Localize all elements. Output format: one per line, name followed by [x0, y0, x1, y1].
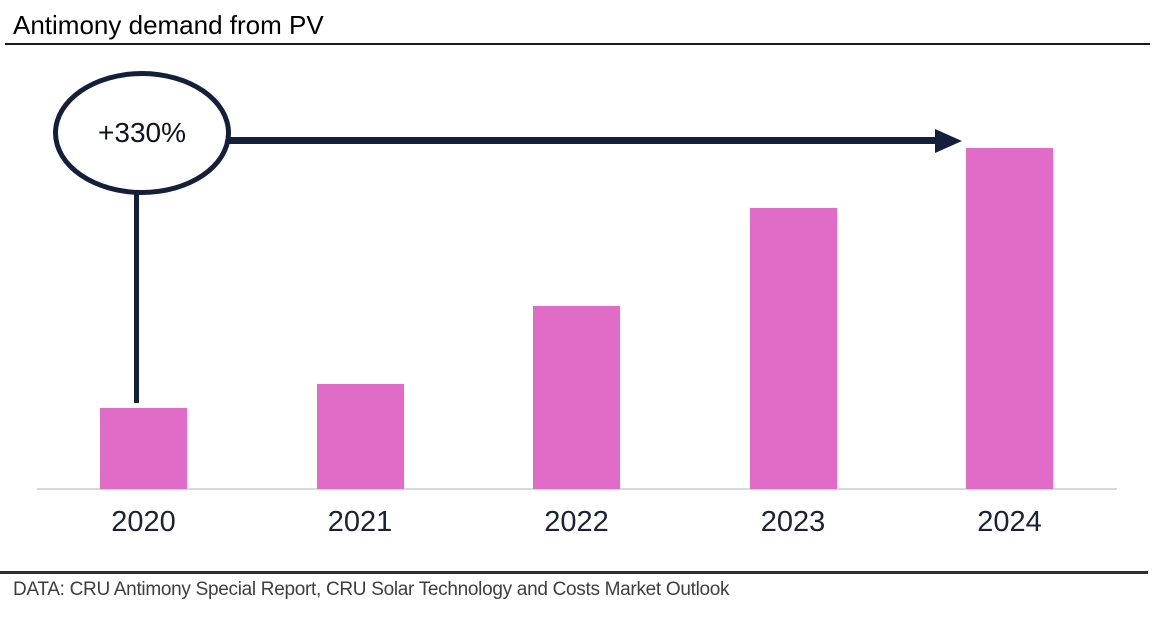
title-underline [5, 43, 1150, 45]
callout-ellipse: +330% [53, 71, 231, 195]
x-axis-line [37, 488, 1117, 490]
bar-2023 [749, 208, 837, 489]
bar-2021 [316, 384, 404, 489]
bar-2022 [533, 306, 620, 489]
callout-arrow-head-icon [935, 129, 962, 153]
x-axis-label-2020: 2020 [111, 506, 176, 538]
callout-label: +330% [98, 117, 186, 148]
bar-2020 [100, 408, 187, 489]
footer-divider [0, 571, 1148, 574]
bar-2024 [966, 148, 1053, 489]
x-axis-label-2022: 2022 [544, 506, 609, 538]
x-axis-label-2024: 2024 [977, 506, 1042, 538]
x-axis-label-2023: 2023 [760, 506, 826, 538]
callout-connector-vertical [134, 194, 139, 403]
chart-title: Antimony demand from PV [13, 10, 324, 40]
x-axis-label-2021: 2021 [327, 506, 393, 538]
callout-arrow-shaft [229, 137, 936, 144]
data-source-note: DATA: CRU Antimony Special Report, CRU S… [13, 579, 730, 600]
